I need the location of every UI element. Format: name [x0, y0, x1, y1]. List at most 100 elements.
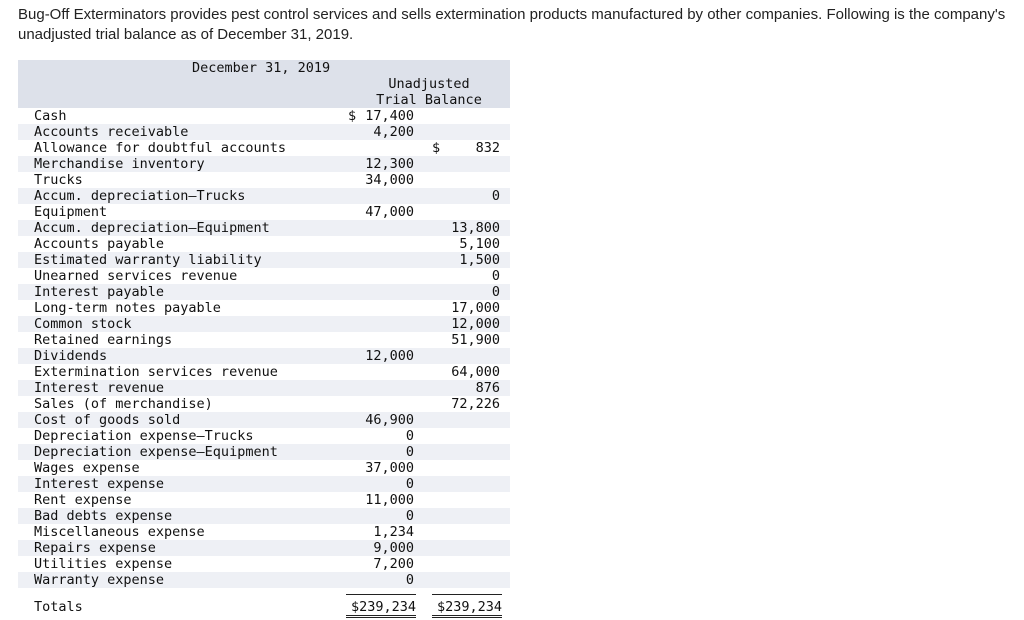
table-row: Depreciation expense—Equipment 0	[18, 444, 510, 460]
table-row: Miscellaneous expense 1,234	[18, 524, 510, 540]
account-name: Common stock	[34, 316, 132, 332]
account-name: Interest revenue	[34, 380, 165, 396]
account-name: Accounts payable	[34, 236, 165, 252]
table-row: Accounts receivable 4,200	[18, 124, 510, 140]
table-row: Interest expense 0	[18, 476, 510, 492]
credit-amount: 0	[491, 188, 500, 204]
table-row: Interest revenue 876	[18, 380, 510, 396]
account-name: Repairs expense	[34, 540, 156, 556]
account-name: Miscellaneous expense	[34, 524, 205, 540]
account-name: Cost of goods sold	[34, 412, 181, 428]
column-header: Unadjusted Trial Balance	[348, 76, 510, 108]
table-row: Accum. depreciation—Trucks 0	[18, 188, 510, 204]
account-name: Interest expense	[34, 476, 165, 492]
account-name: Merchandise inventory	[34, 156, 205, 172]
account-name: Extermination services revenue	[34, 364, 278, 380]
credit-amount: 13,800	[451, 220, 500, 236]
account-name: Long-term notes payable	[34, 300, 221, 316]
account-name: Cash	[34, 108, 67, 124]
credit-currency-symbol: $	[432, 140, 441, 156]
debit-amount: 4,200	[373, 124, 414, 140]
totals-label: Totals	[34, 599, 83, 615]
account-name: Dividends	[34, 348, 108, 364]
debit-amount: 0	[405, 476, 414, 492]
table-row: Warranty expense 0	[18, 572, 510, 588]
table-row: Extermination services revenue 64,000	[18, 364, 510, 380]
account-name: Utilities expense	[34, 556, 173, 572]
credit-amount: 17,000	[451, 300, 500, 316]
totals-debit: $239,234	[346, 594, 416, 618]
column-header-line1: Unadjusted	[388, 76, 470, 92]
table-row: Bad debts expense 0	[18, 508, 510, 524]
account-name: Allowance for doubtful accounts	[34, 140, 286, 156]
account-name: Wages expense	[34, 460, 140, 476]
column-header-line2: Trial Balance	[376, 92, 482, 108]
account-name: Depreciation expense—Trucks	[34, 428, 254, 444]
date-header: December 31, 2019	[192, 60, 331, 76]
debit-amount: 0	[405, 508, 414, 524]
debit-amount: 11,000	[365, 492, 414, 508]
trial-balance-table: December 31, 2019 Unadjusted Trial Balan…	[18, 60, 510, 620]
table-row: Long-term notes payable 17,000	[18, 300, 510, 316]
table-row: Estimated warranty liability 1,500	[18, 252, 510, 268]
debit-amount: 17,400	[365, 108, 414, 124]
debit-amount: 12,300	[365, 156, 414, 172]
debit-amount: 0	[405, 572, 414, 588]
table-row: Retained earnings 51,900	[18, 332, 510, 348]
debit-amount: 12,000	[365, 348, 414, 364]
intro-paragraph: Bug-Off Exterminators provides pest cont…	[18, 6, 1006, 43]
totals-credit: $239,234	[432, 594, 502, 618]
account-name: Estimated warranty liability	[34, 252, 262, 268]
table-row: Interest payable 0	[18, 284, 510, 300]
debit-amount: 0	[405, 428, 414, 444]
credit-amount: 0	[491, 284, 500, 300]
account-name: Bad debts expense	[34, 508, 173, 524]
debit-amount: 47,000	[365, 204, 414, 220]
credit-amount: 12,000	[451, 316, 500, 332]
credit-amount: 5,100	[459, 236, 500, 252]
account-name: Depreciation expense—Equipment	[34, 444, 278, 460]
table-row: Accum. depreciation—Equipment 13,800	[18, 220, 510, 236]
credit-amount: 1,500	[459, 252, 500, 268]
debit-amount: 37,000	[365, 460, 414, 476]
table-row: Dividends 12,000	[18, 348, 510, 364]
table-row: Utilities expense 7,200	[18, 556, 510, 572]
table-body: Cash $17,400 Accounts receivable 4,200 Allow…	[18, 108, 510, 588]
table-row: Cash $17,400	[18, 108, 510, 124]
table-row: Wages expense 37,000	[18, 460, 510, 476]
table-row: Allowance for doubtful accounts $832	[18, 140, 510, 156]
account-name: Rent expense	[34, 492, 132, 508]
debit-amount: 9,000	[373, 540, 414, 556]
debit-amount: 34,000	[365, 172, 414, 188]
table-row: Rent expense 11,000	[18, 492, 510, 508]
table-row: Accounts payable 5,100	[18, 236, 510, 252]
table-row: Cost of goods sold 46,900	[18, 412, 510, 428]
table-row: Trucks 34,000	[18, 172, 510, 188]
table-row: Repairs expense 9,000	[18, 540, 510, 556]
credit-amount: 0	[491, 268, 500, 284]
debit-currency-symbol: $	[348, 108, 357, 124]
account-name: Retained earnings	[34, 332, 173, 348]
account-name: Warranty expense	[34, 572, 165, 588]
debit-amount: 7,200	[373, 556, 414, 572]
table-header: December 31, 2019 Unadjusted Trial Balan…	[18, 60, 510, 108]
table-row: Unearned services revenue 0	[18, 268, 510, 284]
account-name: Accum. depreciation—Equipment	[34, 220, 270, 236]
account-name: Accum. depreciation—Trucks	[34, 188, 246, 204]
totals-row: Totals $239,234 $239,234	[18, 590, 510, 620]
credit-amount: 64,000	[451, 364, 500, 380]
account-name: Sales (of merchandise)	[34, 396, 213, 412]
table-row: Depreciation expense—Trucks 0	[18, 428, 510, 444]
table-row: Sales (of merchandise) 72,226	[18, 396, 510, 412]
account-name: Unearned services revenue	[34, 268, 238, 284]
account-name: Equipment	[34, 204, 108, 220]
account-name: Interest payable	[34, 284, 165, 300]
table-row: Equipment 47,000	[18, 204, 510, 220]
account-name: Trucks	[34, 172, 83, 188]
debit-amount: 46,900	[365, 412, 414, 428]
credit-amount: 72,226	[451, 396, 500, 412]
table-row: Common stock 12,000	[18, 316, 510, 332]
credit-amount: 51,900	[451, 332, 500, 348]
credit-amount: 876	[475, 380, 500, 396]
table-row: Merchandise inventory 12,300	[18, 156, 510, 172]
